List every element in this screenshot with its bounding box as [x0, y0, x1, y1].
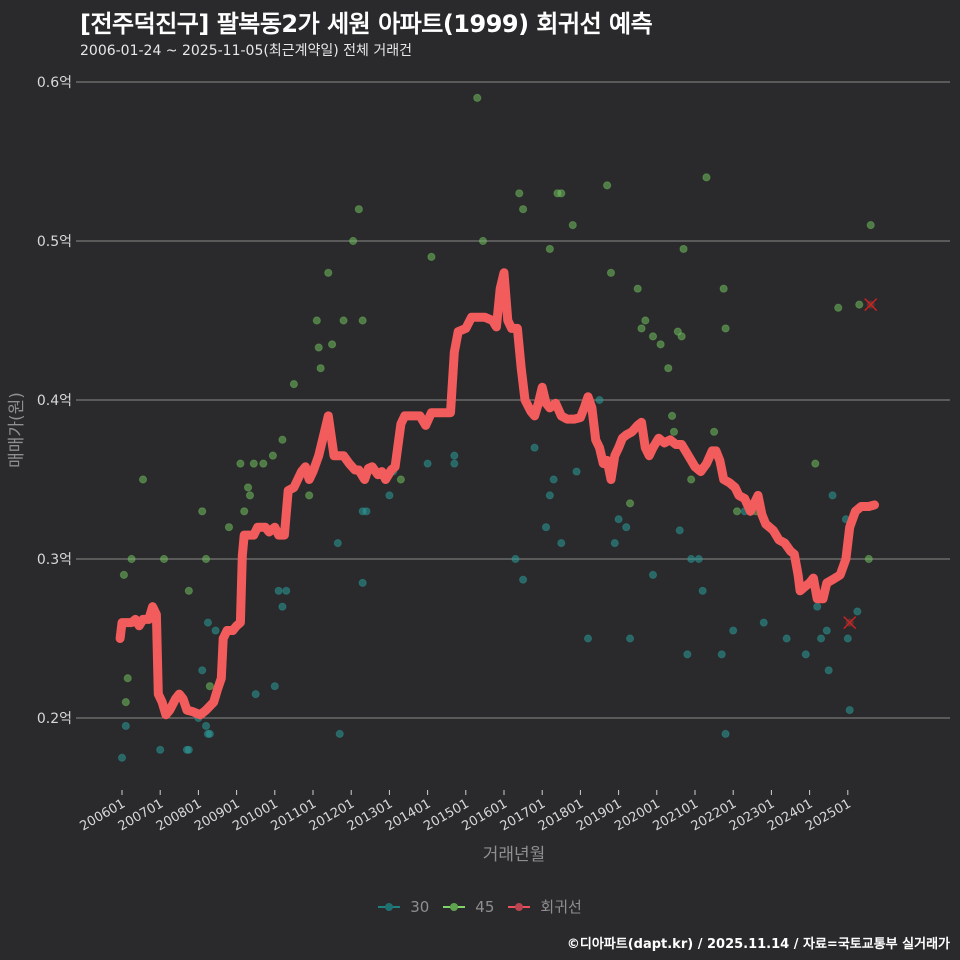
legend-label-30: 30 [410, 897, 430, 916]
legend-key-regression-icon [508, 902, 531, 912]
outlier-markers [843, 298, 878, 630]
y-tick-label: 0.5억 [37, 234, 72, 250]
y-tick-label: 0.4억 [37, 393, 72, 409]
y-tick-label: 0.2억 [37, 711, 72, 727]
regression-line [115, 268, 879, 720]
y-tick-label: 0.6억 [37, 75, 72, 91]
chart-title: [전주덕진구] 팔복동2가 세원 아파트(1999) 회귀선 예측 [80, 10, 653, 38]
y-tick-label: 0.3억 [37, 552, 72, 568]
x-axis-ticks: 2006012007012008012009012010012011012012… [78, 790, 854, 834]
legend-item-regression[interactable]: 회귀선 [508, 896, 582, 917]
legend-key-45-icon [443, 902, 466, 912]
series-45-points [119, 93, 875, 707]
legend-key-30-icon [378, 902, 401, 912]
legend-item-45[interactable]: 45 [443, 896, 494, 917]
source-caption: ©디아파트(dapt.kr) / 2025.11.14 / 자료=국토교통부 실… [566, 937, 950, 952]
legend-item-30[interactable]: 30 [378, 896, 429, 917]
legend-label-45: 45 [475, 897, 495, 916]
series-30-points [117, 395, 862, 762]
y-axis-title: 매매가(원) [7, 392, 27, 468]
y-axis-ticks: 0.2억 0.3억 0.4억 0.5억 0.6억 [37, 75, 72, 727]
legend-label-regression: 회귀선 [540, 898, 582, 916]
chart-subtitle: 2006-01-24 ~ 2025-11-05(최근계약일) 전체 거래건 [80, 43, 412, 59]
x-axis-title: 거래년월 [483, 845, 546, 865]
legend: 30 45 회귀선 [0, 896, 960, 917]
